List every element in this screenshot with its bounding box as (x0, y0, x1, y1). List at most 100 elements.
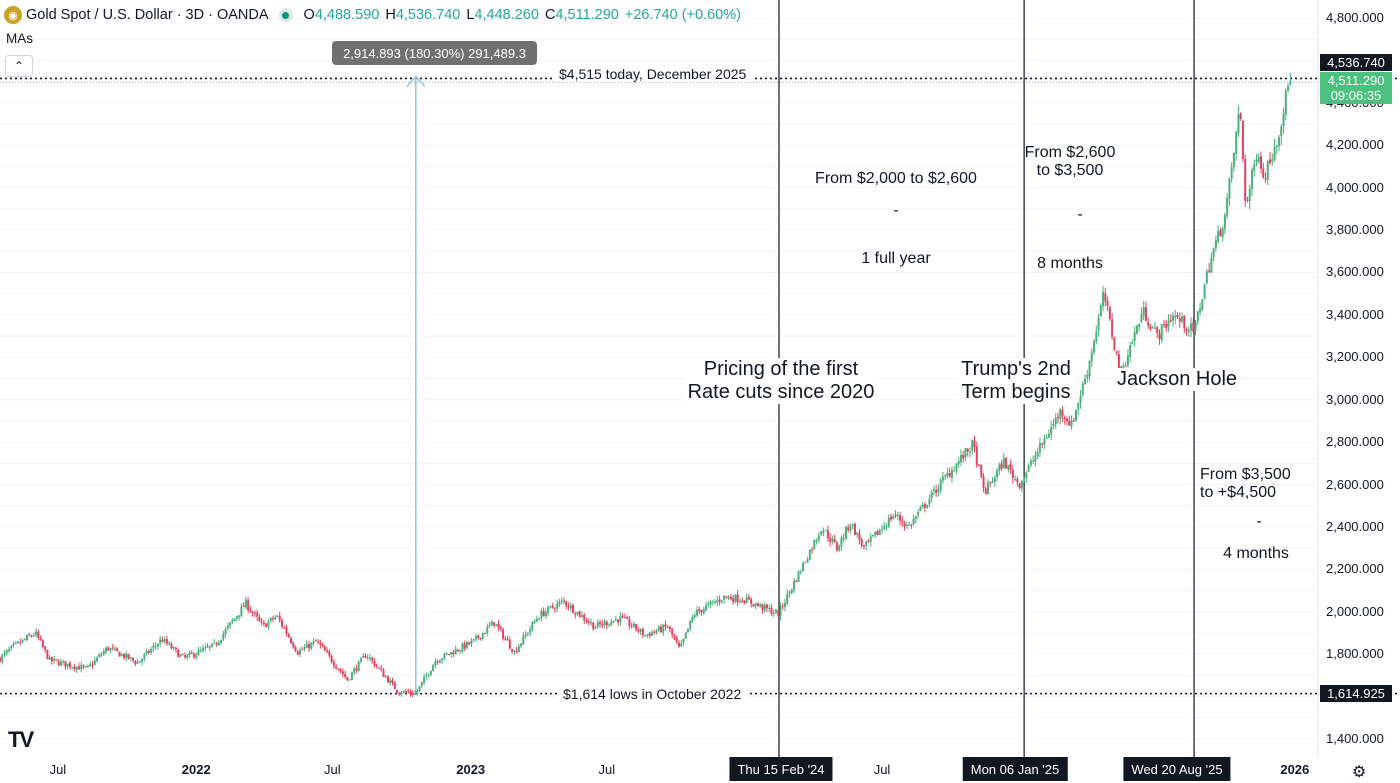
annotation-trump: Trump's 2nd Term begins (957, 358, 1075, 404)
period3-range: From $3,500 to +$4,500 (1200, 466, 1291, 502)
candle-body (914, 516, 917, 519)
candle-body (348, 679, 351, 681)
candle-body (874, 531, 877, 536)
candle-body (928, 499, 931, 505)
candle-body (483, 632, 486, 634)
candle-body (371, 657, 374, 661)
tradingview-logo[interactable]: TV (8, 727, 34, 752)
gear-icon[interactable]: ⚙ (1352, 764, 1367, 781)
candle-body (565, 601, 568, 606)
candle-body (515, 650, 518, 652)
candle-body (123, 653, 126, 658)
candle-body (1009, 463, 1012, 471)
candle-body (1205, 271, 1208, 284)
candle-body (1246, 199, 1249, 201)
collapse-indicators-button[interactable]: ⌃ (5, 55, 33, 77)
candle-body (908, 524, 911, 526)
candle-body (1275, 145, 1278, 148)
candle-body (429, 670, 432, 675)
candle-body (396, 689, 399, 693)
candle-body (790, 589, 793, 593)
candle-body (337, 668, 340, 670)
indicator-mas[interactable]: MAs (6, 31, 33, 46)
candle-body (675, 637, 678, 642)
x-tick-label: 2023 (456, 762, 486, 777)
candle-body (756, 603, 759, 606)
candle-body (905, 524, 908, 526)
candle-body (32, 635, 35, 637)
candle-body (614, 619, 617, 621)
candle-body (1201, 299, 1204, 310)
y-tick-label: 4,000.000 (1326, 179, 1384, 195)
candle-body (1047, 433, 1050, 438)
candle-body (283, 626, 286, 629)
candle-body (474, 636, 477, 639)
candle-body (754, 603, 757, 606)
candle-body (937, 489, 940, 492)
candle-body (1075, 409, 1078, 421)
candle-body (10, 645, 13, 649)
candle-body (229, 622, 232, 627)
candle-body (1093, 341, 1096, 353)
candle-body (617, 619, 620, 623)
candle-body (111, 647, 114, 649)
candle-body (120, 654, 123, 656)
candle-body (91, 664, 94, 666)
candle-body (39, 638, 42, 641)
candle-body (729, 596, 732, 600)
candle-body (125, 653, 128, 659)
candle-body (418, 686, 421, 692)
candle-body (1210, 257, 1213, 273)
candle-body (799, 571, 802, 573)
candle-body (822, 530, 825, 533)
candle-body (1232, 152, 1235, 167)
candle-body (328, 651, 331, 656)
candle-body (375, 665, 378, 667)
candle-body (903, 523, 906, 527)
candle-body (648, 633, 651, 636)
candle-body (702, 609, 705, 613)
candle-body (576, 611, 579, 615)
candle-body (659, 626, 662, 632)
candle-body (585, 620, 588, 622)
candle-body (650, 632, 653, 636)
candle-body (948, 473, 951, 477)
candle-body (1253, 163, 1256, 171)
candle-body (150, 649, 153, 653)
candle-body (98, 654, 101, 658)
symbol-header[interactable]: ◉ Gold Spot / U.S. Dollar · 3D · OANDA O… (4, 5, 741, 25)
candle-body (885, 526, 888, 528)
candle-body (1131, 342, 1134, 345)
candle-body (504, 638, 507, 640)
candle-body (84, 666, 87, 668)
candle-body (1032, 460, 1035, 462)
candle-body (386, 676, 389, 683)
symbol-title[interactable]: Gold Spot / U.S. Dollar · 3D · OANDA (26, 7, 269, 23)
candle-body (635, 624, 638, 630)
candle-body (1108, 307, 1111, 320)
candle-body (1088, 361, 1091, 377)
candle-body (253, 612, 256, 614)
candle-body (21, 639, 24, 643)
candle-body (989, 482, 992, 484)
candle-body (262, 622, 265, 624)
candle-body (795, 580, 798, 582)
candle-body (1138, 323, 1141, 327)
candle-body (592, 622, 595, 630)
candle-body (867, 540, 870, 542)
candle-body (294, 646, 297, 651)
candle-body (838, 545, 841, 551)
y-tick-label: 2,000.000 (1326, 603, 1384, 619)
candle-body (141, 658, 144, 662)
candle-body (966, 448, 969, 452)
candle-body (344, 673, 347, 678)
candle-body (549, 606, 552, 608)
candle-body (323, 646, 326, 651)
candle-body (1223, 214, 1226, 229)
candle-body (587, 620, 590, 623)
candle-body (1255, 159, 1258, 163)
candle-body (195, 654, 198, 658)
candle-body (1214, 240, 1217, 249)
candle-body (37, 631, 40, 638)
